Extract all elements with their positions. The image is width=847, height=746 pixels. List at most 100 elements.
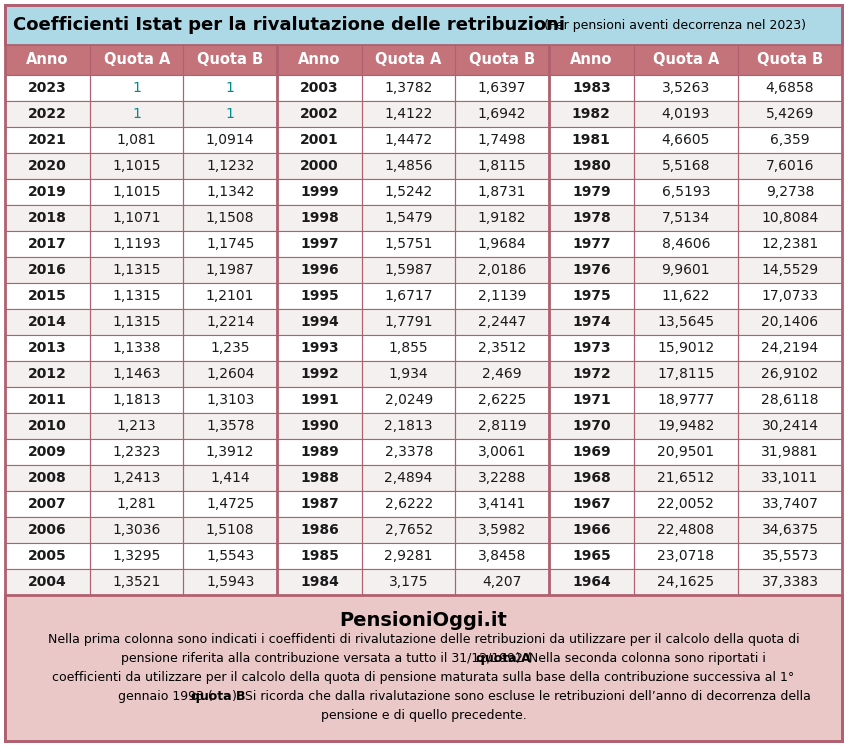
- Bar: [90, 179, 184, 205]
- Bar: [634, 439, 738, 465]
- Bar: [5, 595, 842, 741]
- Bar: [90, 517, 184, 543]
- Bar: [90, 309, 184, 335]
- Text: 1,3036: 1,3036: [113, 523, 161, 537]
- Bar: [738, 205, 842, 231]
- Bar: [738, 569, 842, 595]
- Text: 3,0061: 3,0061: [478, 445, 526, 459]
- Bar: [184, 309, 277, 335]
- Bar: [456, 387, 549, 413]
- Text: 24,1625: 24,1625: [657, 575, 714, 589]
- Text: 1,1315: 1,1315: [113, 263, 161, 277]
- Text: Quota A: Quota A: [103, 52, 170, 67]
- Bar: [456, 75, 549, 101]
- Bar: [362, 413, 456, 439]
- Bar: [456, 413, 549, 439]
- Text: 1,1745: 1,1745: [206, 237, 254, 251]
- Text: 1967: 1967: [572, 497, 611, 511]
- Text: 10,8084: 10,8084: [761, 211, 818, 225]
- Bar: [5, 5, 842, 45]
- Bar: [184, 101, 277, 127]
- Bar: [634, 75, 738, 101]
- Text: 33,7407: 33,7407: [761, 497, 818, 511]
- Bar: [738, 257, 842, 283]
- Bar: [90, 127, 184, 153]
- Text: 18,9777: 18,9777: [657, 393, 715, 407]
- Bar: [5, 439, 90, 465]
- Text: 1984: 1984: [300, 575, 339, 589]
- Text: 1994: 1994: [300, 315, 339, 329]
- Bar: [90, 335, 184, 361]
- Bar: [549, 283, 634, 309]
- Text: 22,4808: 22,4808: [657, 523, 714, 537]
- Bar: [456, 543, 549, 569]
- Bar: [184, 153, 277, 179]
- Text: Quota B: Quota B: [197, 52, 263, 67]
- Text: 3,4141: 3,4141: [478, 497, 526, 511]
- Bar: [277, 517, 362, 543]
- Text: 1,1315: 1,1315: [113, 315, 161, 329]
- Bar: [549, 127, 634, 153]
- Bar: [634, 101, 738, 127]
- Bar: [362, 257, 456, 283]
- Bar: [5, 179, 90, 205]
- Bar: [634, 517, 738, 543]
- Bar: [5, 543, 842, 569]
- Text: 2023: 2023: [28, 81, 67, 95]
- Bar: [277, 491, 362, 517]
- Text: 1,5108: 1,5108: [206, 523, 254, 537]
- Bar: [5, 153, 842, 179]
- Text: 1976: 1976: [572, 263, 611, 277]
- Bar: [549, 465, 634, 491]
- Bar: [738, 335, 842, 361]
- Text: 2,7652: 2,7652: [385, 523, 433, 537]
- Text: 1974: 1974: [572, 315, 611, 329]
- Bar: [5, 179, 842, 205]
- Text: 1,8731: 1,8731: [478, 185, 526, 199]
- Text: 1,0914: 1,0914: [206, 133, 254, 147]
- Bar: [634, 45, 738, 75]
- Bar: [5, 439, 842, 465]
- Text: 12,2381: 12,2381: [761, 237, 818, 251]
- Bar: [277, 335, 362, 361]
- Text: 2,2447: 2,2447: [478, 315, 526, 329]
- Bar: [5, 75, 90, 101]
- Bar: [277, 45, 362, 75]
- Text: 1,2413: 1,2413: [113, 471, 161, 485]
- Bar: [184, 361, 277, 387]
- Bar: [549, 491, 634, 517]
- Text: 17,8115: 17,8115: [657, 367, 715, 381]
- Bar: [184, 543, 277, 569]
- Text: 30,2414: 30,2414: [761, 419, 818, 433]
- Bar: [5, 45, 90, 75]
- Bar: [549, 569, 634, 595]
- Bar: [5, 75, 842, 101]
- Text: 1,6717: 1,6717: [385, 289, 433, 303]
- Bar: [738, 439, 842, 465]
- Bar: [277, 465, 362, 491]
- Text: 2005: 2005: [28, 549, 67, 563]
- Text: 1,2101: 1,2101: [206, 289, 254, 303]
- Bar: [5, 127, 842, 153]
- Text: 2,8119: 2,8119: [478, 419, 527, 433]
- Text: 1,1015: 1,1015: [113, 185, 161, 199]
- Text: 4,207: 4,207: [483, 575, 522, 589]
- Text: 1,8115: 1,8115: [478, 159, 527, 173]
- Text: 1,3521: 1,3521: [113, 575, 161, 589]
- Text: 1987: 1987: [300, 497, 339, 511]
- Text: 5,5168: 5,5168: [662, 159, 710, 173]
- Text: 28,6118: 28,6118: [761, 393, 819, 407]
- Text: 1,1508: 1,1508: [206, 211, 254, 225]
- Text: Quota A: Quota A: [375, 52, 442, 67]
- Bar: [90, 413, 184, 439]
- Text: 1999: 1999: [300, 185, 339, 199]
- Bar: [90, 45, 184, 75]
- Text: 1,235: 1,235: [210, 341, 250, 355]
- Bar: [549, 101, 634, 127]
- Text: 21,6512: 21,6512: [657, 471, 715, 485]
- Bar: [5, 309, 90, 335]
- Text: Quota B: Quota B: [757, 52, 823, 67]
- Text: gennaio 1993 (: gennaio 1993 (: [118, 690, 213, 703]
- Text: 1986: 1986: [300, 523, 339, 537]
- Bar: [184, 75, 277, 101]
